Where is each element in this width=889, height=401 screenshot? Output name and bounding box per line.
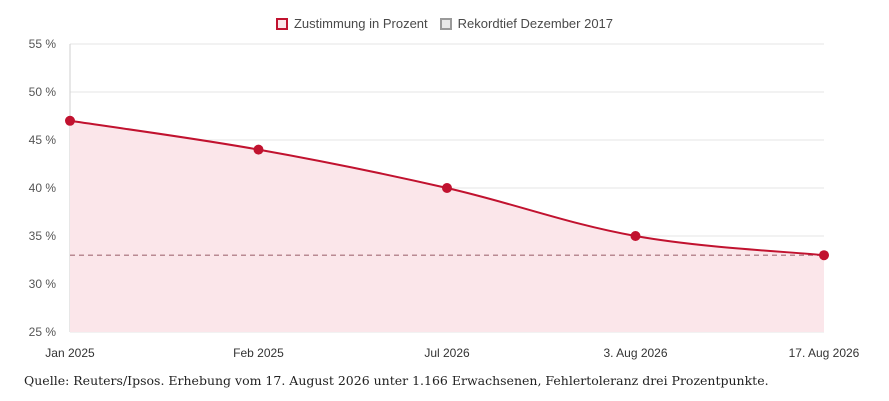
y-tick-label: 25 % xyxy=(29,325,57,339)
data-point xyxy=(630,231,641,241)
legend-item-reference[interactable]: Rekordtief Dezember 2017 xyxy=(439,16,614,31)
data-point xyxy=(253,144,264,155)
legend-series-label: Zustimmung in Prozent xyxy=(293,16,428,31)
y-tick-label: 40 % xyxy=(29,181,57,195)
y-tick-label: 30 % xyxy=(29,277,57,291)
x-tick-label: 17. Aug 2026 xyxy=(789,346,860,360)
series-area xyxy=(70,120,824,332)
data-point xyxy=(65,115,75,126)
reference-swatch-icon xyxy=(439,17,452,30)
legend-item-series[interactable]: Zustimmung in Prozent xyxy=(275,16,428,31)
data-point xyxy=(819,250,829,261)
legend-reference-label: Rekordtief Dezember 2017 xyxy=(457,16,614,31)
data-point xyxy=(442,183,452,193)
x-tick-label: Jan 2025 xyxy=(45,346,95,360)
series-swatch-icon xyxy=(275,17,288,30)
x-tick-label: 3. Aug 2026 xyxy=(603,346,667,360)
x-tick-label: Feb 2025 xyxy=(233,346,284,360)
y-tick-label: 55 % xyxy=(29,37,57,51)
x-tick-label: Jul 2026 xyxy=(424,346,470,360)
legend: Zustimmung in Prozent Rekordtief Dezembe… xyxy=(0,16,889,31)
y-tick-label: 45 % xyxy=(29,133,57,147)
y-tick-label: 35 % xyxy=(29,229,57,243)
source-note: Quelle: Reuters/Ipsos. Erhebung vom 17. … xyxy=(24,373,769,388)
y-tick-label: 50 % xyxy=(29,85,57,99)
